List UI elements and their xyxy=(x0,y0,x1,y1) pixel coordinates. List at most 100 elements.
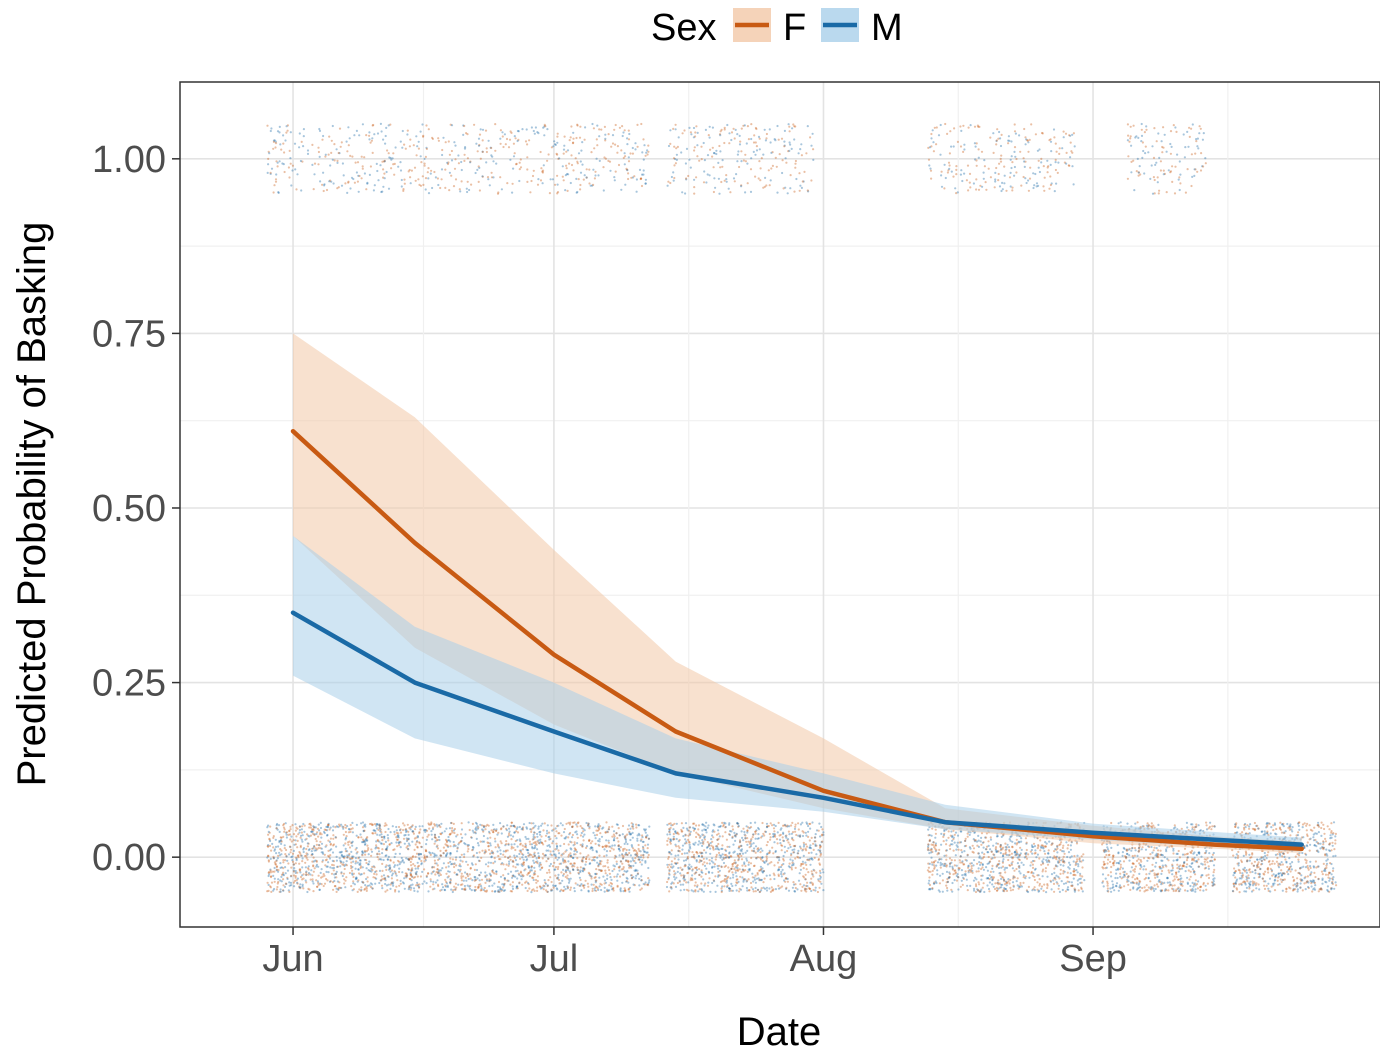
observation-point xyxy=(720,887,723,890)
observation-point xyxy=(1024,875,1027,878)
observation-point xyxy=(646,883,650,886)
observation-point xyxy=(311,830,314,833)
observation-point xyxy=(276,882,279,885)
observation-point xyxy=(564,870,567,873)
observation-point xyxy=(362,851,365,855)
observation-point xyxy=(1140,848,1143,851)
observation-point xyxy=(595,868,598,871)
observation-point xyxy=(938,882,942,885)
observation-point xyxy=(564,859,567,862)
observation-point xyxy=(359,863,362,866)
observation-point xyxy=(809,863,812,866)
observation-point xyxy=(290,840,293,843)
observation-point xyxy=(530,853,533,857)
observation-point xyxy=(433,824,437,827)
observation-point xyxy=(754,874,757,877)
observation-point xyxy=(519,871,523,874)
observation-point xyxy=(673,857,676,860)
observation-point xyxy=(1053,855,1056,858)
observation-point xyxy=(401,881,404,884)
observation-point xyxy=(1031,889,1034,892)
observation-point xyxy=(471,863,474,866)
observation-point xyxy=(282,878,285,881)
observation-point xyxy=(621,824,625,828)
observation-point xyxy=(759,856,762,859)
observation-point xyxy=(281,873,285,876)
observation-point xyxy=(416,861,419,864)
observation-point xyxy=(511,860,514,863)
observation-point xyxy=(797,822,800,825)
observation-point xyxy=(365,861,368,865)
observation-point xyxy=(605,854,608,857)
observation-point xyxy=(612,886,615,890)
observation-point xyxy=(282,861,285,864)
observation-point xyxy=(511,835,515,838)
observation-point xyxy=(480,878,484,881)
observation-point xyxy=(530,866,533,869)
observation-point xyxy=(355,846,358,850)
observation-point xyxy=(1076,871,1079,874)
observation-point xyxy=(386,858,389,861)
observation-point xyxy=(982,868,986,871)
observation-point xyxy=(1105,866,1108,869)
observation-point xyxy=(1067,888,1070,891)
observation-point xyxy=(772,823,776,826)
observation-point xyxy=(464,843,467,846)
observation-point xyxy=(997,887,1000,890)
observation-point xyxy=(509,834,512,837)
observation-point xyxy=(350,857,353,860)
observation-point xyxy=(378,826,381,829)
observation-point xyxy=(554,855,557,858)
observation-point xyxy=(1142,857,1146,860)
observation-point xyxy=(335,825,338,828)
observation-point xyxy=(294,829,297,832)
observation-point xyxy=(964,839,967,843)
observation-point xyxy=(474,876,477,879)
observation-point xyxy=(799,835,802,838)
observation-point xyxy=(538,842,541,845)
observation-point xyxy=(426,835,429,838)
observation-point xyxy=(810,870,813,873)
observation-point xyxy=(306,833,309,836)
observation-point xyxy=(493,828,496,831)
observation-point xyxy=(699,842,702,845)
observation-point xyxy=(1138,872,1141,876)
observation-point xyxy=(288,881,291,884)
observation-point xyxy=(405,874,408,877)
observation-point xyxy=(307,849,310,852)
observation-point xyxy=(320,842,324,845)
observation-point xyxy=(424,830,427,834)
observation-point xyxy=(821,868,824,871)
observation-point xyxy=(1038,878,1041,881)
observation-point xyxy=(357,836,360,839)
observation-point xyxy=(687,849,691,852)
observation-point xyxy=(544,834,548,837)
observation-point xyxy=(562,861,565,864)
observation-point xyxy=(531,827,535,830)
observation-point xyxy=(948,865,952,868)
observation-point xyxy=(701,863,705,866)
observation-point xyxy=(463,855,466,859)
observation-point xyxy=(415,841,418,844)
observation-point xyxy=(931,869,934,873)
observation-point xyxy=(1175,888,1178,891)
observation-point xyxy=(273,870,276,873)
observation-point xyxy=(521,862,524,866)
observation-point xyxy=(394,888,397,892)
observation-point xyxy=(1110,890,1113,893)
observation-point xyxy=(646,856,650,859)
observation-point xyxy=(535,843,538,846)
observation-point xyxy=(453,885,456,888)
observation-point xyxy=(287,833,290,837)
observation-point xyxy=(436,864,439,867)
observation-point xyxy=(668,833,672,836)
observation-point xyxy=(666,866,670,869)
observation-point xyxy=(283,847,286,850)
observation-point xyxy=(636,839,639,842)
observation-point xyxy=(1150,845,1153,849)
observation-point xyxy=(370,867,373,870)
observation-point xyxy=(386,858,389,861)
observation-point xyxy=(531,846,534,849)
observation-point xyxy=(633,869,636,872)
